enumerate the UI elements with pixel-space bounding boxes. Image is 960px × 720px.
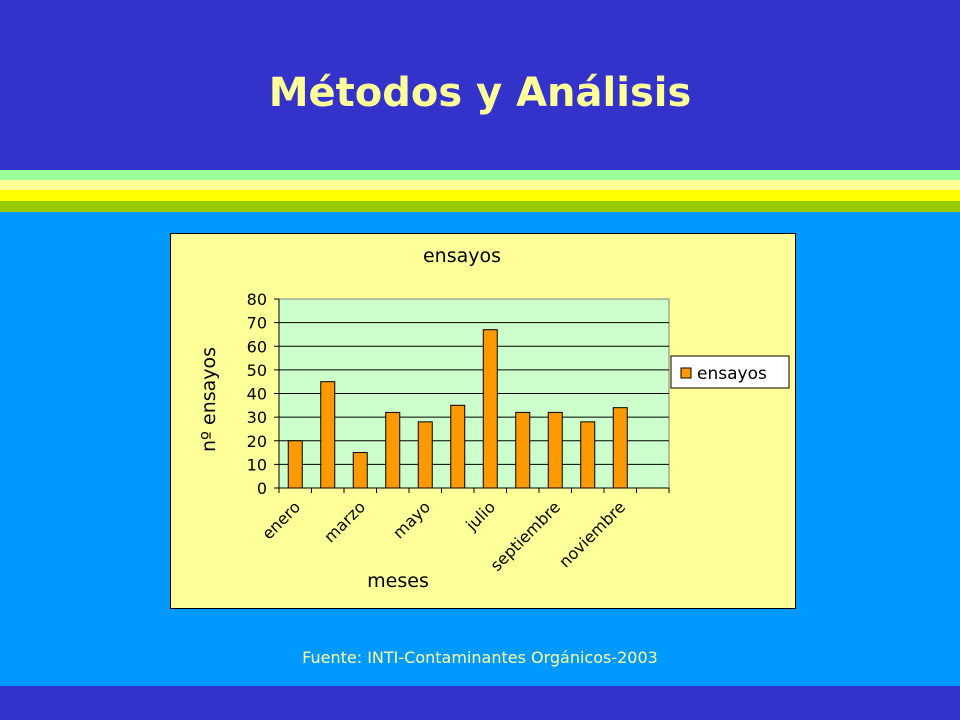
y-tick-label: 30 bbox=[247, 408, 267, 427]
y-tick-label: 0 bbox=[257, 479, 267, 498]
bar bbox=[515, 411, 531, 489]
bar bbox=[580, 421, 596, 489]
stripe-light-yellow bbox=[0, 180, 960, 190]
legend-box bbox=[670, 355, 790, 389]
y-tick-label: 60 bbox=[247, 337, 267, 356]
legend-label: ensayos bbox=[697, 364, 767, 384]
legend-swatch bbox=[680, 367, 692, 379]
chart-title: ensayos bbox=[423, 245, 501, 267]
chart-area: 0 10 20 30 40 50 60 70 80 enero marzo mayo julio sept… bbox=[170, 233, 796, 609]
y-tick-label: 50 bbox=[247, 361, 267, 380]
bar bbox=[450, 404, 466, 489]
y-tick-label: 10 bbox=[247, 455, 267, 474]
y-axis-label: nº ensayos bbox=[198, 347, 220, 452]
y-tick-label: 20 bbox=[247, 432, 267, 451]
bar bbox=[417, 421, 433, 489]
y-tick-label: 80 bbox=[247, 290, 267, 309]
y-tick-label: 40 bbox=[247, 385, 267, 404]
bar-chart: 0 10 20 30 40 50 60 70 80 enero marzo mayo juliosept… bbox=[198, 245, 790, 592]
x-tick-label: septiembre bbox=[486, 497, 564, 575]
y-tick-label: 70 bbox=[247, 314, 267, 333]
bar bbox=[320, 381, 336, 489]
slide-title: Métodos y Análisis bbox=[268, 70, 692, 116]
bar bbox=[287, 440, 303, 489]
x-tick-label: marzo bbox=[320, 497, 369, 546]
bar bbox=[547, 411, 563, 489]
bar bbox=[612, 407, 628, 489]
slide-header: Métodos y Análisis bbox=[0, 0, 960, 170]
bar bbox=[482, 329, 498, 489]
x-tick-label: mayo bbox=[389, 497, 434, 542]
stripe-green bbox=[0, 170, 960, 180]
stripe-yellow bbox=[0, 190, 960, 201]
bar bbox=[385, 411, 401, 489]
x-tick-label: enero bbox=[258, 497, 304, 543]
footer-band bbox=[0, 686, 960, 720]
source-note: Fuente: INTI-Contaminantes Orgánicos-200… bbox=[302, 648, 658, 667]
bar bbox=[352, 452, 368, 489]
x-axis-label: meses bbox=[367, 570, 429, 592]
x-tick-label: julio bbox=[461, 497, 499, 535]
stripe-olive bbox=[0, 201, 960, 212]
x-tick-label: noviembre bbox=[555, 497, 629, 571]
